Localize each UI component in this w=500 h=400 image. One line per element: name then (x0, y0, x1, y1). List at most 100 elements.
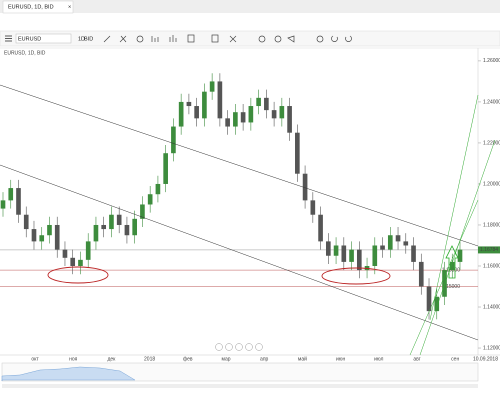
candle-body (325, 241, 331, 256)
price-tick-label: 1.16000 (483, 263, 500, 269)
candle-body (54, 224, 60, 250)
time-label: авг (413, 356, 420, 362)
time-label: окт (31, 356, 39, 362)
time-label: фев (183, 356, 193, 362)
candle-body (31, 229, 37, 242)
candle-body (233, 112, 238, 127)
drawings (0, 84, 496, 356)
candle-body (395, 235, 401, 242)
price-box (478, 246, 500, 254)
candle-body (132, 218, 138, 236)
candle-body (287, 106, 292, 133)
candle-body (140, 204, 145, 219)
candle-body (124, 224, 130, 236)
candle-body (109, 214, 114, 230)
candle-body (449, 261, 455, 271)
price-tick-label: 1.20000 (483, 181, 500, 187)
candle-body (78, 259, 83, 266)
candle-body (240, 112, 246, 123)
symbol: EURUSD (18, 36, 41, 42)
time-label: июл (374, 356, 383, 362)
price-tick-label: 1.12000 (483, 345, 500, 351)
zoom-controls[interactable] (215, 343, 263, 351)
time-label: дек (107, 356, 116, 362)
tab-bar (0, 0, 500, 13)
symbol-box[interactable] (15, 33, 72, 44)
candle-body (318, 214, 323, 242)
candle-body (279, 106, 285, 119)
candle-body (93, 224, 99, 242)
time-label: сен (451, 356, 459, 362)
candle-body (101, 224, 107, 230)
tab-close[interactable]: × (68, 4, 71, 10)
timeframe[interactable]: 1D (78, 36, 85, 42)
candle-body (333, 245, 339, 256)
candle-body (155, 183, 161, 195)
candle-body (264, 97, 269, 111)
level-label: 1.15800 (442, 267, 460, 273)
candle-body (310, 200, 316, 215)
time-label: 2018 (144, 356, 155, 362)
candle-body (356, 249, 362, 271)
price-label: 1.16784 (480, 247, 498, 253)
candle-body (8, 188, 14, 201)
navigator-area (1, 366, 136, 381)
candle-body (271, 110, 277, 119)
candle-body (380, 245, 385, 250)
price-tick-label: 1.22000 (483, 140, 500, 146)
price-type[interactable]: BID (84, 36, 93, 42)
candle-body (302, 173, 308, 201)
candle-body (225, 118, 230, 127)
candle-body (434, 296, 440, 312)
candle-body (442, 270, 447, 297)
level-label: 1.15000 (442, 284, 460, 290)
candle-body (248, 106, 254, 123)
candle-body (47, 224, 52, 236)
candle-body (171, 126, 176, 154)
candle-body (178, 101, 184, 127)
scrollbar[interactable] (2, 384, 478, 388)
candle-body (0, 200, 6, 209)
chart-label: EURUSD, 1D, BID (4, 50, 46, 56)
tab-title: EURUSD, 1D, BID (8, 4, 54, 10)
tab[interactable] (2, 0, 74, 14)
candle-body (62, 249, 68, 258)
candle-body (387, 235, 393, 250)
time-label: апр (260, 356, 268, 362)
candle-body (341, 245, 347, 262)
time-label: июн (336, 356, 346, 362)
candle-body (349, 249, 354, 262)
end-date: 10.09.2018 (473, 356, 498, 362)
candle-body (217, 81, 223, 119)
price-tick-label: 1.24000 (483, 99, 500, 105)
candle-body (16, 188, 21, 215)
candle-body (457, 249, 463, 262)
time-label: май (298, 355, 307, 362)
price-tick-label: 1.14000 (483, 304, 500, 310)
candle-body (411, 245, 416, 262)
candle-body (403, 241, 409, 246)
candle-body (85, 241, 91, 260)
menu-icon[interactable] (5, 35, 12, 42)
candle-body (147, 194, 153, 205)
candle-body (186, 101, 192, 107)
candle-body (163, 153, 168, 184)
candle-body (23, 214, 29, 230)
candle-body (39, 235, 45, 242)
time-label: мар (222, 356, 231, 362)
candle-body (256, 97, 261, 107)
candle-body (70, 257, 76, 266)
candle-body (295, 132, 300, 174)
candle-body (372, 245, 378, 266)
candle-body (116, 214, 122, 225)
candle-body (418, 261, 424, 287)
candle-body (426, 286, 432, 312)
time-label: ноя (69, 356, 78, 362)
tool-icons[interactable] (103, 34, 352, 43)
candle-body (194, 106, 199, 119)
candle-body (202, 91, 207, 119)
toolbar (0, 30, 500, 47)
plot: 1.26000 1.24000 1.22000 1.20000 1.18000 1.160… (0, 58, 500, 362)
candle-body (209, 81, 215, 92)
